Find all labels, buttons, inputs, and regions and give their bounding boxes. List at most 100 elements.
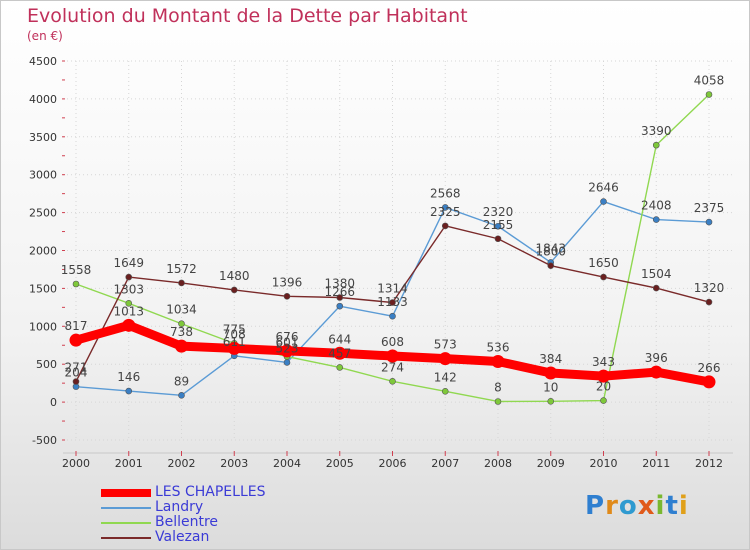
legend-swatch <box>101 536 151 539</box>
data-label: 1266 <box>324 285 355 299</box>
x-tick-label: 2004 <box>273 457 301 470</box>
x-tick-label: 2010 <box>590 457 618 470</box>
data-label: 611 <box>223 335 246 349</box>
data-point <box>389 312 396 320</box>
y-tick-label: 1000 <box>29 320 57 333</box>
data-label: 1800 <box>535 245 566 259</box>
data-point <box>491 354 505 368</box>
y-tick-label: 3500 <box>29 131 57 144</box>
chart-title: Evolution du Montant de la Dette par Hab… <box>27 5 468 27</box>
data-label: 523 <box>276 341 299 355</box>
data-label: 343 <box>592 355 615 369</box>
x-tick-label: 2007 <box>431 457 459 470</box>
y-tick-label: 1500 <box>29 282 57 295</box>
data-label: 817 <box>65 319 88 333</box>
legend: LES CHAPELLES Landry Bellentre Valezan <box>101 485 265 545</box>
data-label: 4058 <box>694 74 725 88</box>
y-tick-label: 3000 <box>29 169 57 182</box>
data-label: 384 <box>539 352 562 366</box>
data-point <box>494 398 502 405</box>
x-tick-label: 2005 <box>326 457 354 470</box>
data-label: 676 <box>276 330 299 344</box>
data-point <box>705 218 713 226</box>
y-tick-label: -500 <box>32 434 57 447</box>
data-label: 2320 <box>483 205 514 219</box>
data-label: 601 <box>276 336 299 350</box>
legend-swatch <box>101 521 151 524</box>
data-point <box>178 279 185 287</box>
x-tick-label: 2002 <box>168 457 196 470</box>
data-point <box>175 339 188 353</box>
data-label: 2155 <box>483 218 514 232</box>
data-point <box>600 198 607 205</box>
data-point <box>72 280 80 288</box>
logo-letter: o <box>618 491 638 521</box>
y-tick-label: 2000 <box>29 245 57 258</box>
data-label: 3390 <box>641 124 672 138</box>
data-label: 1843 <box>535 241 566 255</box>
data-label: 2568 <box>430 186 461 200</box>
x-tick-label: 2001 <box>115 457 143 470</box>
data-point <box>600 273 607 281</box>
data-point <box>600 397 607 404</box>
data-point <box>72 378 80 385</box>
legend-label: Valezan <box>155 529 210 545</box>
data-label: 1558 <box>61 263 92 277</box>
data-label: 1650 <box>588 256 619 270</box>
data-label: 266 <box>698 361 721 375</box>
legend-item-les-chapelles: LES CHAPELLES <box>101 485 265 500</box>
data-point <box>705 91 713 98</box>
data-label: 1396 <box>272 275 303 289</box>
y-tick-label: 2500 <box>29 207 57 220</box>
data-label: 2408 <box>641 199 672 213</box>
legend-item-bellentre: Bellentre <box>101 515 265 530</box>
logo-letter: r <box>605 491 619 521</box>
data-point <box>283 359 291 366</box>
data-label: 274 <box>381 360 404 374</box>
data-point <box>336 302 344 310</box>
data-point <box>494 222 502 230</box>
data-point <box>441 388 449 395</box>
data-label: 204 <box>65 366 88 380</box>
data-label: 1013 <box>113 304 144 318</box>
data-label: 1320 <box>694 281 725 295</box>
x-tick-label: 2011 <box>642 457 670 470</box>
logo-letter: t <box>665 491 679 521</box>
legend-swatch <box>101 506 151 509</box>
data-label: 8 <box>494 380 502 394</box>
data-label: 1034 <box>166 303 197 317</box>
data-label: 1303 <box>113 282 144 296</box>
data-point <box>386 349 399 363</box>
data-point <box>438 352 452 366</box>
data-point <box>389 299 396 306</box>
data-point <box>441 204 449 211</box>
data-point <box>125 273 133 281</box>
data-label: 89 <box>174 374 189 388</box>
data-label: 1314 <box>377 281 408 295</box>
data-label: 1504 <box>641 267 672 281</box>
x-tick-label: 2003 <box>220 457 248 470</box>
data-point <box>125 300 133 307</box>
y-tick-label: 4500 <box>29 55 57 68</box>
data-point <box>441 222 449 230</box>
data-point <box>178 392 185 399</box>
data-label: 738 <box>170 325 193 339</box>
data-label: 457 <box>328 346 351 360</box>
data-label: 2375 <box>694 201 725 215</box>
legend-item-valezan: Valezan <box>101 530 265 545</box>
data-point <box>283 292 291 300</box>
legend-item-landry: Landry <box>101 500 265 515</box>
legend-label: Bellentre <box>155 514 219 530</box>
chart-subtitle: (en €) <box>27 29 63 43</box>
data-point <box>702 375 716 389</box>
data-label: 536 <box>487 340 510 354</box>
proxiti-logo: Proxiti <box>585 491 689 521</box>
y-tick-label: 0 <box>50 396 57 409</box>
x-tick-label: 2008 <box>484 457 512 470</box>
data-label: 1480 <box>219 269 250 283</box>
data-point <box>547 262 555 269</box>
data-label: 146 <box>117 370 140 384</box>
logo-letter: i <box>655 491 666 521</box>
